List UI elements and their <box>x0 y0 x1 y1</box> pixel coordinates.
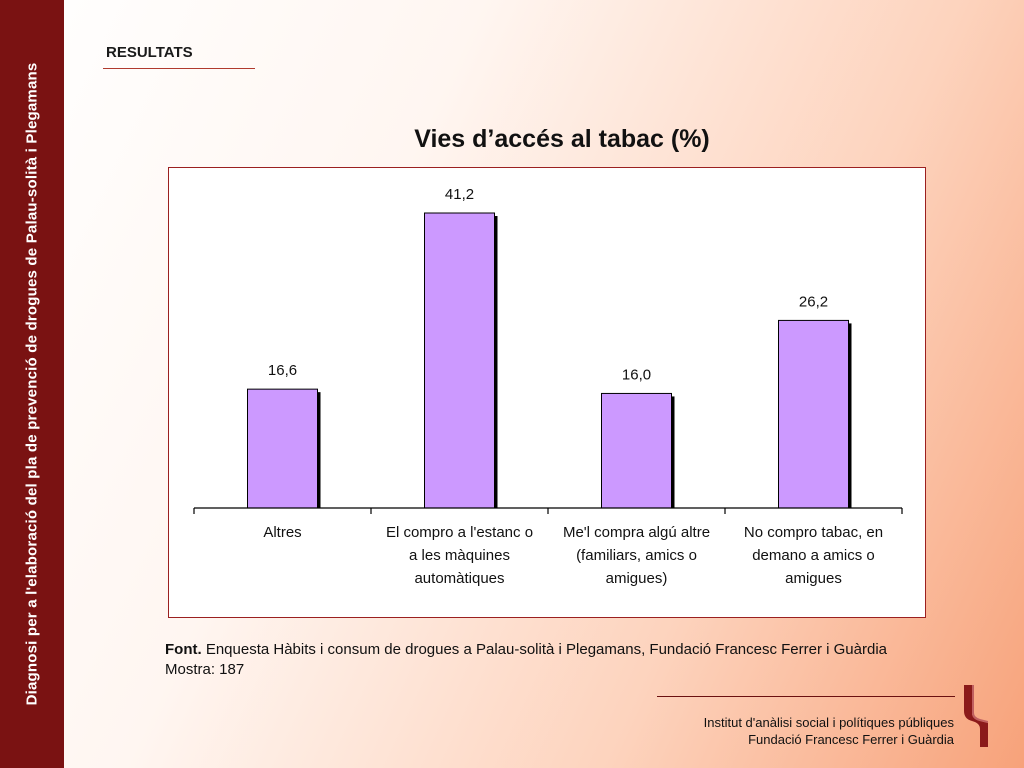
foundation-logo-icon <box>964 685 988 747</box>
footer-institute: Institut d'anàlisi social i polítiques p… <box>703 715 954 730</box>
footer-foundation: Fundació Francesc Ferrer i Guàrdia <box>748 732 954 747</box>
source-label: Font. <box>165 641 202 658</box>
sample-size: Mostra: 187 <box>165 661 245 678</box>
data-label: 26,2 <box>799 293 828 310</box>
bar <box>778 319 849 509</box>
footer-divider <box>657 696 955 697</box>
bar <box>424 212 495 509</box>
category-label: Me'l compra algú altre (familiars, amics … <box>563 524 710 587</box>
footer: Institut d'anàlisi social i polítiques p… <box>704 714 954 748</box>
data-label: 41,2 <box>445 186 474 203</box>
chart-title: Vies d’accés al tabac (%) <box>414 125 710 153</box>
category-label: No compro tabac, en demano a amics o amigu… <box>744 524 883 587</box>
section-title: RESULTATS <box>106 44 193 61</box>
source-note: Font. Enquesta Hàbits i consum de drogue… <box>165 640 1005 680</box>
data-label: 16,0 <box>622 366 651 383</box>
source-text: Enquesta Hàbits i consum de drogues a Pa… <box>201 641 887 658</box>
section-underline <box>103 68 255 69</box>
data-label: 16,6 <box>268 362 297 379</box>
category-label: Altres <box>263 524 301 541</box>
bar <box>601 392 672 509</box>
sidebar: Diagnosi per a l'elaboració del pla de p… <box>0 0 64 768</box>
sidebar-title: Diagnosi per a l'elaboració del pla de p… <box>23 62 41 706</box>
bar <box>247 388 318 509</box>
